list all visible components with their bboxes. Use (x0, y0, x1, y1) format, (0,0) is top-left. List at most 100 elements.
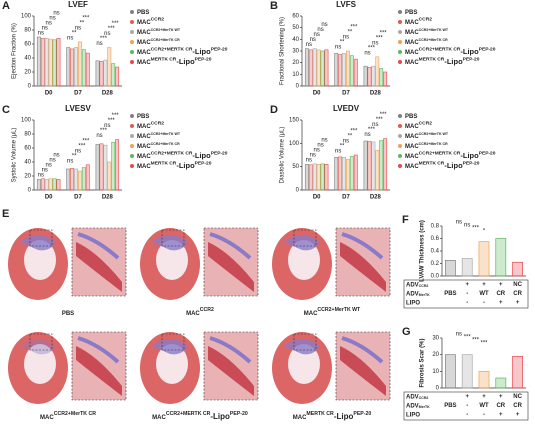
legend-label: MACMERTK CR-LipoPEP-20 (137, 57, 212, 66)
significance: *** (78, 143, 86, 149)
significance: *** (380, 112, 388, 118)
table-cell: - (466, 291, 468, 297)
label-sup: CCR2+MERTK CR (419, 151, 461, 157)
y-tick-label: 0 (296, 188, 300, 194)
bar (367, 67, 372, 87)
bar (95, 144, 100, 191)
significance: ns (96, 41, 102, 47)
fibrosis (20, 339, 56, 355)
legend-marker (398, 164, 402, 168)
y-tick-label: 0.4 (431, 249, 440, 255)
significance: ns (42, 167, 48, 173)
legend-marker (130, 30, 134, 34)
y-tick-label: 0 (436, 386, 440, 392)
table-cell: + (499, 394, 503, 400)
label-tail-sup: PEP-20 (211, 47, 228, 53)
bar (36, 179, 41, 191)
bar (44, 179, 49, 191)
label-tail-sup: PEP-20 (195, 161, 212, 167)
y-tick-label: 0.8 (431, 224, 440, 230)
y-tick-label: 0.6 (431, 236, 440, 242)
legend-label: MACCCR2 (405, 121, 432, 130)
bar (99, 61, 104, 87)
bar (495, 238, 507, 277)
label-tail: -Lipo (460, 151, 479, 160)
significance: * (483, 229, 486, 235)
table-cell: PBS (444, 403, 456, 409)
table-cell: - (466, 403, 468, 409)
bar (44, 38, 49, 87)
y-tick-label: 20 (432, 352, 439, 358)
legend-label: MACCCR2+MerTK CR (405, 38, 448, 46)
bar (345, 50, 350, 87)
bar (308, 164, 313, 191)
x-tick-label: D0 (313, 91, 321, 97)
table-cell: + (516, 412, 520, 418)
fibrosis (284, 235, 320, 251)
x-tick-label: D7 (74, 91, 82, 97)
significance: ns (104, 123, 110, 129)
significance: ns (313, 32, 319, 38)
bar (107, 161, 112, 191)
label-main: PBS (62, 311, 74, 317)
histology-image (272, 227, 391, 300)
significance: ns (75, 25, 81, 31)
significance: *** (350, 129, 358, 135)
x-tick-label: D0 (45, 195, 53, 201)
bar (353, 58, 358, 87)
y-axis-label: Fractional Shortening (%) (280, 17, 286, 85)
bar (74, 47, 78, 87)
label-sup: CCR2+MerTK CR (151, 142, 180, 146)
label-sub: CCR2 (419, 396, 429, 400)
histology-image (272, 331, 391, 404)
legend-marker (130, 60, 134, 64)
y-tick-label: 40 (292, 37, 299, 43)
significance: ns (306, 42, 312, 48)
significance: ns (75, 148, 81, 154)
label-tail: -Lipo (210, 412, 230, 421)
bar (495, 377, 507, 389)
significance: *** (472, 226, 480, 232)
legend-marker (130, 124, 134, 128)
table-cell: CR (513, 403, 522, 409)
y-tick-label: 40 (24, 160, 31, 166)
table-cell: + (516, 300, 520, 306)
tissue-lumen (24, 240, 56, 280)
zoom-tissue (208, 346, 254, 396)
y-tick-label: 60 (24, 146, 31, 152)
y-tick-label: 50 (292, 164, 299, 170)
y-tick-label: 0 (28, 84, 32, 90)
legend-marker (398, 114, 402, 118)
legend-label: MACCCR2+MerTK CR (137, 142, 180, 150)
chart-title: LVESV (65, 104, 91, 113)
legend-marker (130, 40, 134, 44)
label-sup: CCR2+MerTK CR (419, 142, 448, 146)
table-cell: - (466, 300, 468, 306)
bar (81, 49, 86, 87)
bar (56, 38, 61, 87)
zoom-tissue (208, 242, 254, 292)
table-cell: + (482, 394, 486, 400)
label-sub: MerTK (419, 405, 431, 409)
legend-label: PBS (405, 10, 417, 16)
significance: *** (108, 26, 116, 32)
table-cell: NC (513, 282, 522, 288)
bar (461, 258, 473, 277)
label-main: MAC (137, 30, 151, 36)
label-sup: CCR2 (151, 121, 165, 127)
y-axis-label: Diastolic Volume (μL) (280, 127, 286, 184)
legend-label: MACCCR2+MerTK WT (137, 28, 181, 36)
y-tick-label: 40 (24, 56, 31, 62)
y-tick-label: 0.0 (431, 274, 440, 280)
label-tail-sup: PEP-20 (463, 161, 480, 167)
label-sup: CCR2 (419, 17, 433, 23)
y-tick-label: 30 (292, 49, 299, 55)
histology-image (8, 331, 127, 404)
label-tail-sup: PEP-20 (211, 151, 228, 157)
label-tail: -Lipo (192, 47, 211, 56)
bar (111, 142, 116, 191)
legend-label: PBS (137, 114, 149, 120)
significance: ns (313, 147, 319, 153)
bar (338, 156, 343, 191)
bar (95, 60, 100, 87)
